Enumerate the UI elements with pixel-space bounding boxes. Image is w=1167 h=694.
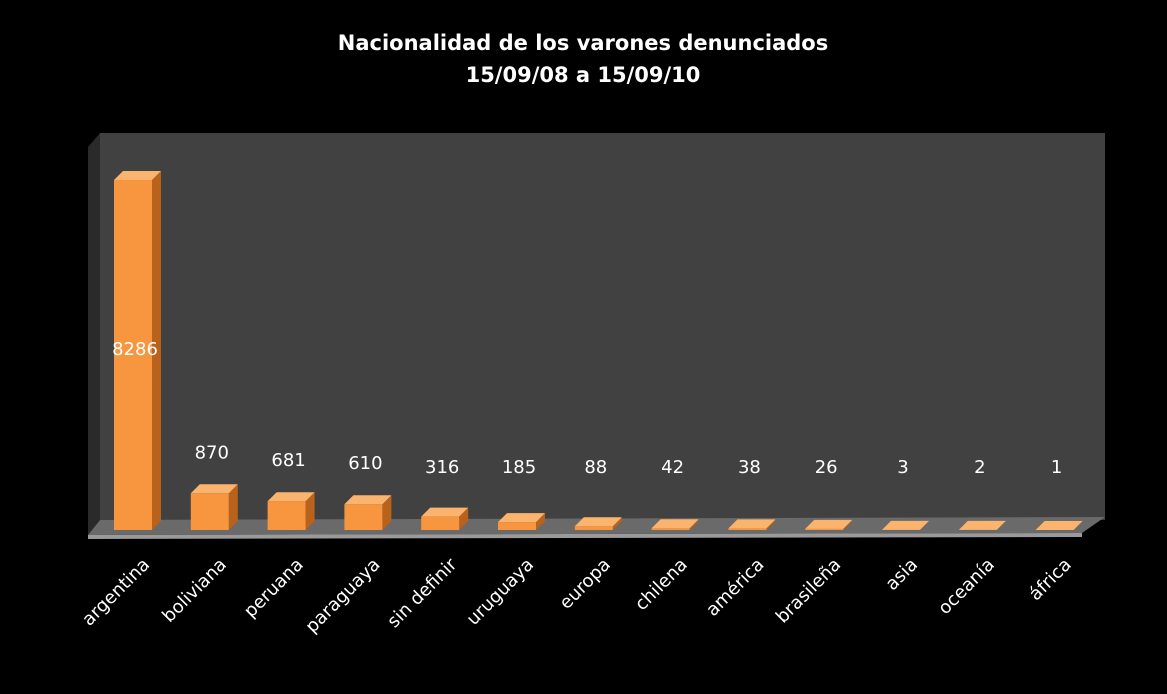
value-label: 8286 — [112, 339, 158, 360]
value-label: 2 — [974, 457, 985, 478]
side-wall — [88, 133, 100, 535]
back-wall — [100, 133, 1105, 520]
bar-group — [882, 520, 929, 530]
bar — [421, 516, 460, 530]
value-label: 88 — [584, 457, 607, 478]
value-label: 870 — [195, 442, 229, 463]
bar-group — [498, 513, 545, 530]
bar-top — [728, 519, 776, 529]
bar-group — [728, 519, 776, 530]
floor-edge — [88, 533, 1082, 539]
value-label: 681 — [271, 450, 305, 471]
bar-group — [344, 495, 392, 530]
bar-side — [536, 513, 545, 530]
bar-side — [920, 520, 929, 530]
bar-top — [190, 484, 238, 494]
bar-top — [114, 171, 161, 180]
bar-top — [498, 513, 545, 523]
value-label: 185 — [502, 457, 536, 478]
bar-side — [766, 519, 776, 530]
chart-title: Nacionalidad de los varones denunciados — [338, 31, 828, 55]
bar-side — [152, 171, 161, 530]
bar — [805, 528, 844, 530]
bar-group — [958, 520, 1006, 530]
value-label: 38 — [738, 457, 761, 478]
bar — [498, 522, 536, 530]
bar-top — [651, 519, 699, 529]
chart-subtitle: 15/09/08 a 15/09/10 — [466, 63, 701, 87]
bar — [728, 528, 767, 530]
bar-side — [228, 484, 238, 530]
bar-top — [882, 520, 929, 530]
bar-top — [421, 507, 469, 517]
value-label: 1 — [1051, 457, 1062, 478]
bar — [267, 501, 306, 530]
bar-side — [843, 519, 853, 530]
bar-top — [344, 495, 392, 505]
bar — [190, 493, 229, 530]
bar-side — [1073, 520, 1083, 530]
bar-group — [651, 519, 699, 530]
bar-top — [1035, 520, 1083, 530]
value-label: 42 — [661, 457, 684, 478]
value-label: 26 — [815, 457, 838, 478]
value-label: 3 — [897, 457, 908, 478]
bar-top — [267, 492, 315, 502]
bar-top — [574, 517, 622, 527]
bar-group — [114, 171, 161, 530]
bar-side — [305, 492, 315, 530]
bar-side — [996, 520, 1006, 530]
bar-side — [459, 507, 469, 530]
bar — [114, 180, 152, 530]
bar-top — [958, 520, 1006, 530]
bar-side — [689, 519, 699, 530]
bar — [651, 528, 690, 530]
bar-top — [805, 519, 853, 529]
bar — [344, 504, 383, 530]
bar-group — [574, 517, 622, 530]
bar-group — [267, 492, 315, 530]
value-label: 316 — [425, 457, 459, 478]
bar — [574, 526, 613, 530]
bar-group — [805, 519, 853, 530]
bar-group — [190, 484, 238, 530]
bar-group — [421, 507, 469, 530]
bar-group — [1035, 520, 1083, 530]
bar-side — [612, 517, 622, 530]
value-label: 610 — [348, 453, 382, 474]
bar-side — [382, 495, 392, 530]
